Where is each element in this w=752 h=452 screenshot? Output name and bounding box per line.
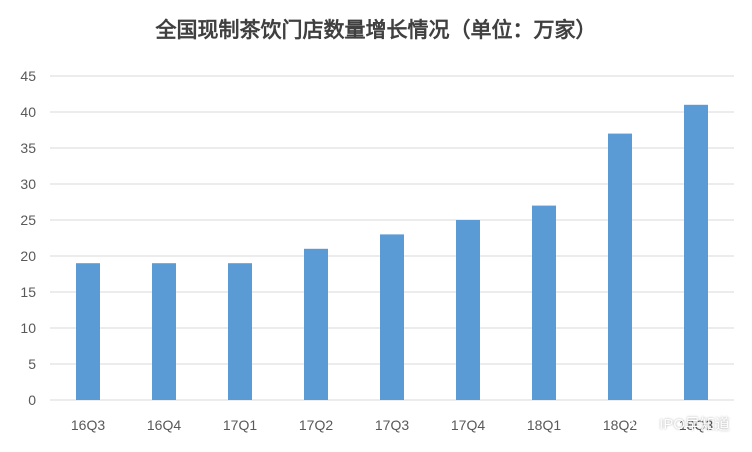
bars (76, 104, 708, 401)
bar-16Q4 (152, 263, 176, 400)
y-tick-label: 15 (20, 284, 36, 300)
bar-18Q1 (532, 205, 556, 400)
y-tick-label: 0 (28, 392, 36, 408)
y-tick-label: 20 (20, 248, 36, 264)
x-tick-label: 18Q3 (679, 417, 713, 433)
x-tick-label: 17Q4 (451, 417, 485, 433)
x-tick-label: 17Q2 (299, 417, 333, 433)
chart-title: 全国现制茶饮门店数量增长情况（单位：万家） (155, 17, 597, 42)
x-tick-label: 16Q3 (71, 417, 105, 433)
y-tick-label: 40 (20, 104, 36, 120)
x-tick-label: 18Q1 (527, 417, 561, 433)
bar-18Q3 (684, 104, 708, 401)
x-tick-label: 17Q1 (223, 417, 257, 433)
bar-16Q3 (76, 263, 100, 400)
watermark: IPO早知道 (631, 413, 730, 434)
y-tick-label: 35 (20, 140, 36, 156)
x-tick-label: 18Q2 (603, 417, 637, 433)
wechat-icon (631, 414, 655, 433)
y-axis-ticks: 0 5 10 15 20 25 30 35 40 45 (20, 68, 36, 408)
y-tick-label: 30 (20, 176, 36, 192)
y-tick-label: 25 (20, 212, 36, 228)
watermark-text: IPO早知道 (659, 416, 730, 433)
bar-17Q4 (456, 220, 480, 400)
y-tick-label: 5 (28, 356, 36, 372)
bar-17Q1 (228, 263, 252, 400)
y-tick-label: 10 (20, 320, 36, 336)
x-tick-label: 17Q3 (375, 417, 409, 433)
bar-17Q3 (380, 234, 404, 400)
bar-17Q2 (304, 248, 328, 400)
x-tick-label: 16Q4 (147, 417, 181, 433)
x-axis-ticks: 16Q3 16Q4 17Q1 17Q2 17Q3 17Q4 18Q1 18Q2 18Q3 (71, 417, 713, 433)
bar-18Q2 (608, 133, 632, 400)
y-tick-label: 45 (20, 68, 36, 84)
